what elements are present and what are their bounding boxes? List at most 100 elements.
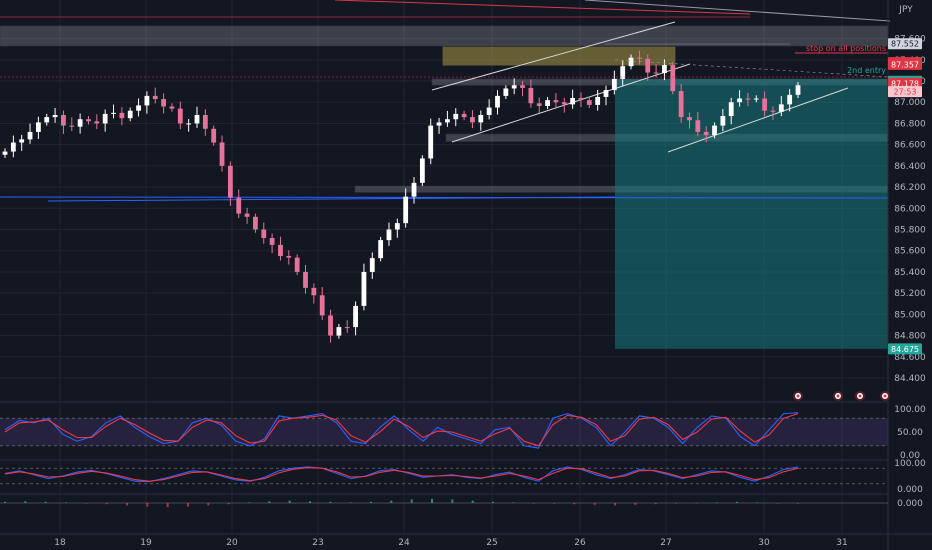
support-line-sloped[interactable]: [47, 196, 616, 202]
time-tick-label[interactable]: 25: [486, 538, 497, 548]
stochastic-rsi-pane: 100.00 50.00 0.00: [0, 405, 926, 461]
price-tag: 87.552: [888, 38, 922, 50]
alert-icon[interactable]: [855, 391, 865, 401]
time-tick-label[interactable]: 19: [140, 538, 152, 548]
up-candle: [52, 107, 58, 123]
candle-body: [403, 196, 409, 224]
up-candle: [595, 89, 601, 111]
time-tick-label[interactable]: 20: [226, 538, 238, 548]
support-line[interactable]: [0, 196, 889, 199]
candle-body: [353, 305, 358, 328]
candle-body: [219, 142, 225, 166]
time-tick-label[interactable]: 18: [54, 538, 66, 548]
histogram-bar: [634, 503, 637, 505]
time-tick-label[interactable]: 24: [398, 538, 410, 548]
price-tick-label[interactable]: 86.200: [894, 183, 926, 193]
candle-body: [186, 123, 192, 125]
stop-annotation: stop on all positions: [806, 44, 886, 53]
price-tick-label[interactable]: 86.600: [894, 141, 926, 151]
up-candle: [628, 54, 634, 70]
histogram-bar: [410, 499, 413, 503]
price-tick-label[interactable]: 84.600: [894, 353, 926, 363]
up-candle: [795, 82, 801, 98]
second-channel-lower-line[interactable]: [667, 87, 849, 153]
price-tick-label[interactable]: 87.000: [894, 98, 926, 108]
price-tick-label[interactable]: 86.800: [894, 119, 926, 129]
histogram-bar: [207, 503, 210, 506]
target-zone[interactable]: [615, 78, 888, 349]
oscillator-tick-label: 100.00: [894, 405, 926, 415]
down-candle: [678, 84, 684, 123]
time-axis[interactable]: 1819202324252627283031: [2, 538, 848, 548]
up-candle: [194, 106, 200, 128]
up-candle: [19, 134, 25, 151]
candle-body: [411, 182, 417, 197]
down-candle: [169, 103, 175, 112]
candle-body: [470, 117, 475, 123]
price-tick-label[interactable]: 85.200: [894, 289, 926, 299]
down-candle: [695, 112, 701, 137]
supply-zone[interactable]: [442, 46, 676, 66]
price-tick-label[interactable]: 85.600: [894, 247, 926, 257]
price-tick-label[interactable]: 85.800: [894, 226, 926, 236]
up-candle: [611, 70, 617, 95]
price-tick-label[interactable]: 85.000: [894, 310, 926, 320]
alert-icon[interactable]: [793, 391, 803, 401]
candle-body: [461, 113, 467, 118]
candle-body: [528, 87, 534, 104]
histogram-bar: [309, 501, 311, 503]
candle-body: [152, 95, 158, 100]
time-tick-label[interactable]: 26: [574, 538, 586, 548]
histogram-bar: [451, 499, 454, 503]
price-tick-label[interactable]: 86.000: [894, 204, 926, 214]
candle-body: [10, 142, 16, 152]
price-tick-label[interactable]: 84.400: [894, 374, 926, 384]
time-tick-label[interactable]: 27: [660, 538, 671, 548]
candle-body: [194, 114, 200, 124]
oscillator-d-line: [4, 467, 799, 482]
candle-body: [720, 116, 726, 126]
candle-body: [478, 114, 484, 123]
candle-body: [161, 99, 166, 107]
candle-body: [445, 119, 450, 123]
entry-annotation: 2nd entry: [847, 66, 886, 75]
candle-body: [436, 122, 442, 126]
time-tick-label[interactable]: 30: [758, 538, 770, 548]
up-candle: [353, 301, 358, 336]
candle-body: [127, 110, 133, 119]
candle-body: [762, 98, 768, 111]
price-tag-label: 87.357: [891, 60, 919, 69]
candlestick-series: [2, 50, 801, 343]
candle-body: [44, 117, 50, 123]
channel-upper-line[interactable]: [431, 21, 676, 91]
histogram-bar: [126, 503, 128, 506]
price-tick-label[interactable]: 86.400: [894, 162, 926, 172]
time-tick-label[interactable]: 31: [836, 538, 847, 548]
candle-body: [303, 271, 308, 288]
candle-body: [52, 114, 58, 118]
oscillator-tick-label: 100.00: [894, 459, 926, 469]
candle-body: [211, 128, 217, 143]
candle-body: [787, 94, 793, 105]
down-candle: [637, 50, 642, 65]
price-tag-label: 84.675: [891, 345, 919, 354]
histogram-bar: [146, 503, 149, 507]
up-candle: [436, 117, 442, 134]
histogram-bar: [431, 498, 433, 503]
down-candle: [253, 213, 258, 233]
alert-icon[interactable]: [833, 391, 843, 401]
candle-body: [111, 112, 116, 114]
up-candle: [753, 95, 759, 103]
candle-body: [177, 108, 183, 124]
alert-icons[interactable]: [793, 391, 890, 401]
alert-icon[interactable]: [880, 391, 890, 401]
price-tick-label[interactable]: 85.400: [894, 268, 926, 278]
stochastic-pane: 100.00 0.000: [0, 459, 926, 495]
up-candle: [778, 96, 784, 117]
grey-zone[interactable]: [0, 25, 889, 47]
histogram-bar: [492, 501, 494, 503]
histogram-bar: [24, 501, 27, 503]
price-tick-label[interactable]: 84.800: [894, 332, 926, 342]
time-tick-label[interactable]: 23: [312, 538, 323, 548]
